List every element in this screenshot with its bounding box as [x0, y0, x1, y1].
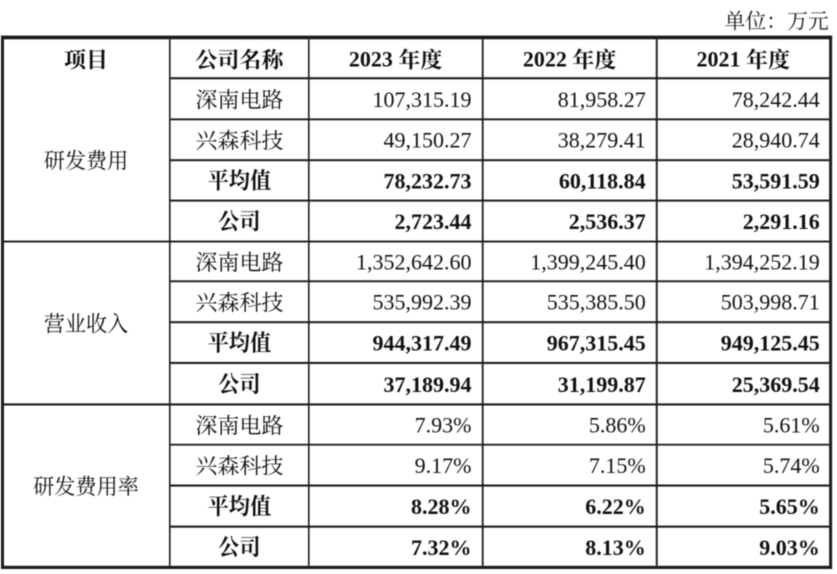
svg-text:7.32%: 7.32%: [411, 535, 472, 560]
svg-text:5.74%: 5.74%: [763, 453, 820, 478]
svg-text:81,958.27: 81,958.27: [558, 87, 646, 112]
svg-text:49,150.27: 49,150.27: [384, 128, 472, 153]
svg-text:535,992.39: 535,992.39: [373, 290, 472, 315]
svg-text:53,591.59: 53,591.59: [732, 168, 820, 193]
svg-text:78,232.73: 78,232.73: [384, 168, 472, 193]
svg-text:9.17%: 9.17%: [415, 453, 472, 478]
svg-text:37,189.94: 37,189.94: [384, 372, 472, 397]
svg-text:5.86%: 5.86%: [589, 413, 646, 438]
svg-text:28,940.74: 28,940.74: [732, 128, 820, 153]
svg-text:1,394,252.19: 1,394,252.19: [704, 250, 820, 275]
svg-text:8.13%: 8.13%: [585, 535, 646, 560]
svg-text:2,291.16: 2,291.16: [743, 209, 820, 234]
svg-text:8.28%: 8.28%: [411, 494, 472, 519]
svg-text:949,125.45: 949,125.45: [721, 331, 820, 356]
svg-text:9.03%: 9.03%: [759, 535, 820, 560]
svg-text:107,315.19: 107,315.19: [373, 87, 472, 112]
svg-text:5.65%: 5.65%: [759, 494, 820, 519]
svg-text:6.22%: 6.22%: [585, 494, 646, 519]
svg-text:535,385.50: 535,385.50: [547, 290, 646, 315]
svg-text:60,118.84: 60,118.84: [559, 168, 646, 193]
svg-text:2022: 2022: [523, 46, 567, 71]
svg-text:1,352,642.60: 1,352,642.60: [356, 250, 472, 275]
svg-text:78,242.44: 78,242.44: [732, 87, 820, 112]
svg-text:25,369.54: 25,369.54: [732, 372, 820, 397]
svg-text:2023: 2023: [349, 46, 393, 71]
svg-text:1,399,245.40: 1,399,245.40: [530, 250, 646, 275]
svg-text:967,315.45: 967,315.45: [547, 331, 646, 356]
svg-text:7.15%: 7.15%: [589, 453, 646, 478]
svg-text:2021: 2021: [697, 46, 741, 71]
svg-text:5.61%: 5.61%: [763, 413, 820, 438]
svg-text:7.93%: 7.93%: [415, 413, 472, 438]
svg-text:944,317.49: 944,317.49: [373, 331, 472, 356]
svg-text:2,536.37: 2,536.37: [569, 209, 646, 234]
svg-text:31,199.87: 31,199.87: [558, 372, 646, 397]
svg-text:503,998.71: 503,998.71: [721, 290, 820, 315]
svg-text:2,723.44: 2,723.44: [395, 209, 472, 234]
svg-text:38,279.41: 38,279.41: [558, 128, 646, 153]
